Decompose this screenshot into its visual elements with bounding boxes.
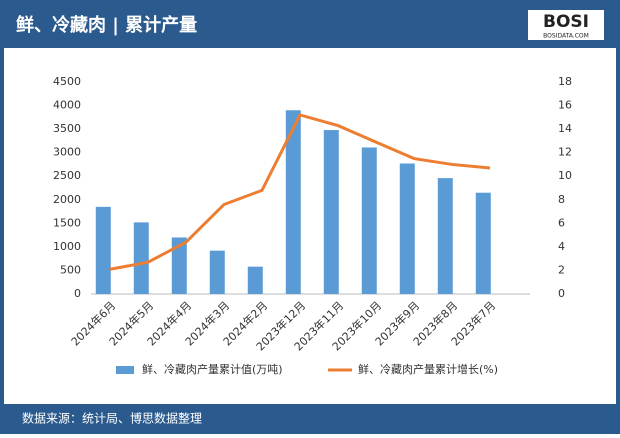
y-tick-label: 4500	[53, 75, 81, 88]
logo-sub: BOSIDATA.COM	[543, 33, 589, 40]
y-tick-label: 500	[60, 263, 81, 276]
y2-tick-label: 4	[558, 240, 565, 253]
y-tick-label: 3000	[53, 146, 81, 159]
legend-label: 鲜、冷藏肉产量累计值(万吨)	[142, 362, 283, 376]
y-tick-label: 3500	[53, 122, 81, 135]
y-tick-label: 1500	[53, 216, 81, 229]
bar	[171, 237, 187, 294]
bar	[285, 110, 301, 295]
bar	[361, 147, 377, 294]
bar	[323, 130, 339, 294]
y2-tick-label: 2	[558, 263, 565, 276]
y-tick-label: 2500	[53, 169, 81, 182]
legend-swatch	[116, 366, 134, 374]
y2-tick-label: 0	[558, 287, 565, 300]
y-tick-label: 0	[74, 287, 81, 300]
line	[109, 113, 491, 271]
bar	[475, 192, 491, 294]
bar	[95, 206, 111, 294]
bar	[133, 222, 149, 294]
y2-tick-label: 12	[558, 146, 572, 159]
bar	[437, 178, 453, 294]
y2-tick-label: 8	[558, 193, 565, 206]
y2-tick-label: 14	[558, 122, 572, 135]
logo: BOSI	[543, 12, 589, 32]
y2-tick-label: 18	[558, 75, 572, 88]
y-tick-label: 1000	[53, 240, 81, 253]
y2-tick-label: 6	[558, 216, 565, 229]
bar	[209, 250, 225, 294]
y2-tick-label: 16	[558, 99, 572, 112]
legend-label: 鲜、冷藏肉产量累计增长(%)	[358, 362, 498, 376]
bar	[247, 266, 263, 294]
y-tick-label: 2000	[53, 193, 81, 206]
bar	[399, 163, 415, 294]
logo-box	[528, 10, 604, 40]
chart-title: 鲜、冷藏肉 | 累计产量	[16, 14, 197, 36]
source: 数据来源：统计局、博思数据整理	[22, 411, 202, 426]
y-tick-label: 4000	[53, 99, 81, 112]
y2-tick-label: 10	[558, 169, 572, 182]
